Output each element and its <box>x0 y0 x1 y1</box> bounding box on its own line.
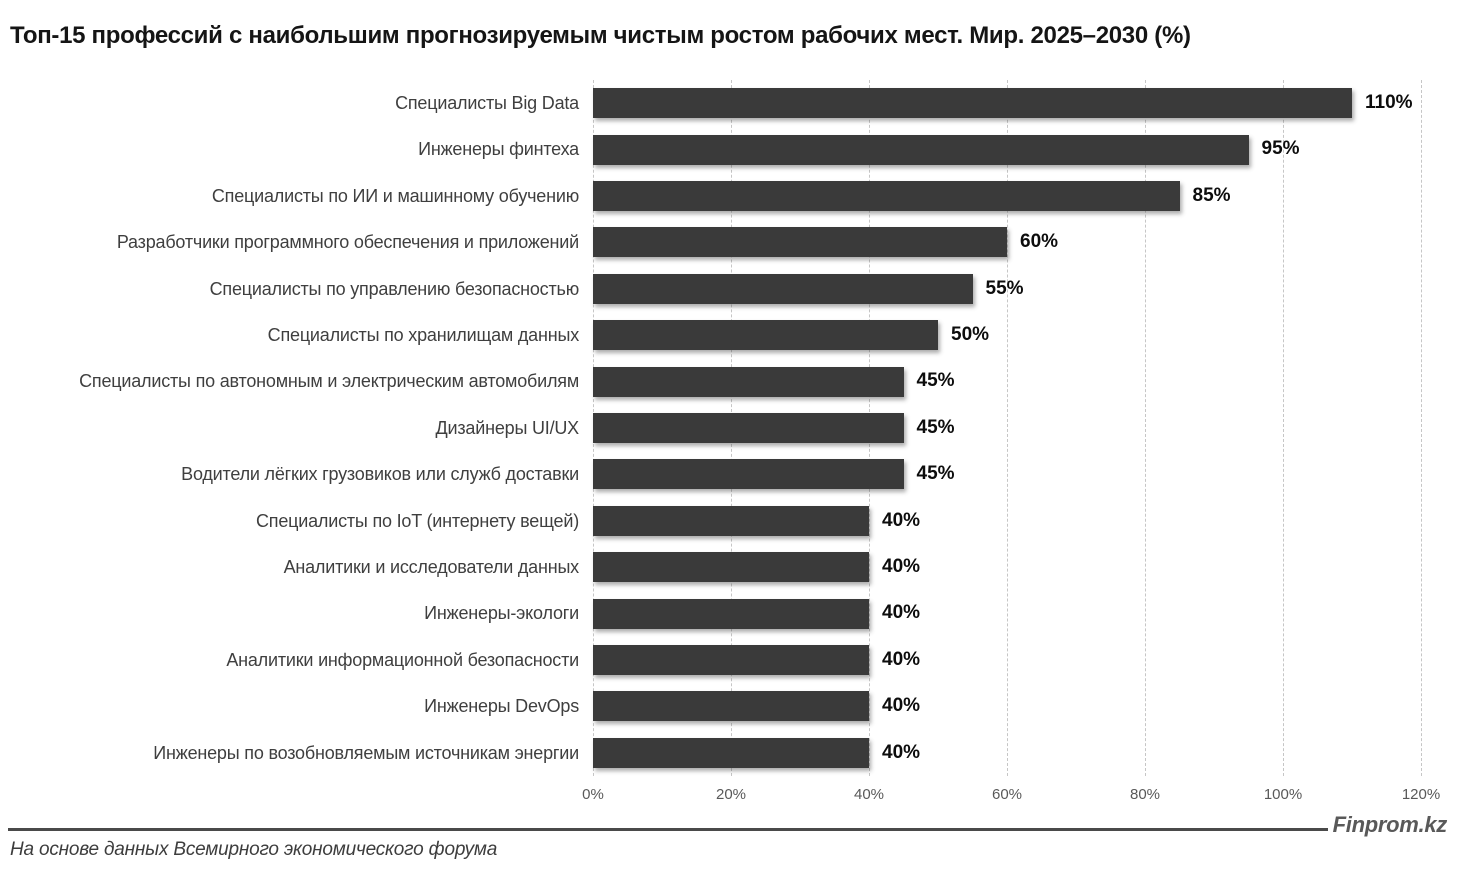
chart-title: Топ-15 профессий с наибольшим прогнозиру… <box>10 22 1191 49</box>
footer-separator-line <box>8 828 1328 831</box>
x-axis-tick-label: 80% <box>1129 786 1161 803</box>
plot-area: Специалисты Big Data 110% Инженеры финтеха… <box>79 80 1440 803</box>
bar <box>593 227 1007 258</box>
value-label: 60% <box>1020 231 1059 253</box>
bar <box>593 505 869 536</box>
bar-row: Специалисты по управлению безопасностью 5… <box>210 266 1421 312</box>
x-axis-tick-label: 40% <box>853 786 885 803</box>
value-label: 45% <box>916 463 955 485</box>
category-label: Инженеры финтеха <box>418 139 579 160</box>
category-label: Дизайнеры UI/UX <box>435 417 580 438</box>
bar <box>593 88 1352 119</box>
bar-row: Специалисты по ИИ и машинному обучению 85… <box>212 173 1421 219</box>
value-label: 55% <box>985 277 1024 299</box>
bar <box>593 459 904 490</box>
bar <box>593 366 904 397</box>
category-label: Специалисты по управлению безопасностью <box>209 278 580 299</box>
bar-row: Инженеры по возобновляемым источникам эн… <box>153 730 1421 776</box>
x-axis-tick-label: 0% <box>582 786 604 803</box>
bar-row: Специалисты по автономным и электрически… <box>79 358 1421 404</box>
bar <box>593 552 869 583</box>
value-label: 40% <box>882 509 921 531</box>
category-label: Специалисты по хранилищам данных <box>267 325 580 345</box>
category-label: Инженеры-экологи <box>424 603 579 624</box>
category-label: Специалисты по ИИ и машинному обучению <box>211 185 579 206</box>
category-label: Аналитики и исследователи данных <box>283 557 580 577</box>
brand-wordmark: Finprom.kz <box>1332 812 1448 837</box>
category-label: Специалисты Big Data <box>395 93 579 113</box>
category-label: Специалисты по автономным и электрически… <box>79 371 579 392</box>
value-label: 40% <box>882 648 921 670</box>
category-label: Специалисты по IoT (интернету вещей) <box>255 510 579 531</box>
value-label: 50% <box>951 324 990 345</box>
value-label: 95% <box>1261 138 1300 160</box>
gridline <box>1007 80 1008 776</box>
bar <box>593 180 1180 211</box>
bar <box>593 598 869 629</box>
bar-row: Инженеры финтеха 95% <box>418 126 1421 172</box>
x-axis-tick-label: 100% <box>1263 786 1303 803</box>
x-axis-tick-label: 120% <box>1401 786 1441 803</box>
gridline <box>1283 80 1284 776</box>
bar <box>593 644 869 675</box>
bar-row: Аналитики и исследователи данных 40% <box>284 544 1421 590</box>
value-label: 110% <box>1365 92 1413 113</box>
bar <box>593 134 1249 165</box>
bar-row: Инженеры DevOps 40% <box>424 683 1421 729</box>
x-axis-tick-label: 20% <box>715 786 747 803</box>
bar-row: Специалисты Big Data 110% <box>395 80 1421 126</box>
bar <box>593 691 869 722</box>
bar-row: Инженеры-экологи 40% <box>424 590 1421 636</box>
value-label: 40% <box>882 556 921 577</box>
source-note: На основе данных Всемирного экономическо… <box>10 839 498 860</box>
category-label: Инженеры по возобновляемым источникам эн… <box>153 742 579 763</box>
bar-row: Аналитики информационной безопасности 40% <box>226 637 1421 683</box>
bar <box>593 737 869 768</box>
bar <box>593 320 938 351</box>
value-label: 45% <box>916 370 955 392</box>
bar-row: Специалисты по хранилищам данных 50% <box>268 312 1421 358</box>
value-label: 85% <box>1192 184 1231 206</box>
gridline <box>1421 80 1422 776</box>
x-axis-tick-label: 60% <box>991 786 1023 803</box>
category-label: Инженеры DevOps <box>424 696 579 717</box>
gridline <box>1145 80 1146 776</box>
category-label: Водители лёгких грузовиков или служб дос… <box>181 464 579 485</box>
category-label: Аналитики информационной безопасности <box>226 649 579 670</box>
bar-row: Разработчики программного обеспечения и … <box>117 219 1421 265</box>
value-label: 40% <box>882 741 921 763</box>
category-label: Разработчики программного обеспечения и … <box>116 232 579 253</box>
bar-row: Водители лёгких грузовиков или служб дос… <box>181 451 1421 497</box>
bar-row: Дизайнеры UI/UX 45% <box>436 405 1421 451</box>
value-label: 40% <box>882 602 921 624</box>
bar-row: Специалисты по IoT (интернету вещей) 40% <box>256 498 1421 544</box>
bar <box>593 273 973 304</box>
value-label: 45% <box>916 416 955 438</box>
value-label: 40% <box>882 695 921 717</box>
bar <box>593 412 904 443</box>
